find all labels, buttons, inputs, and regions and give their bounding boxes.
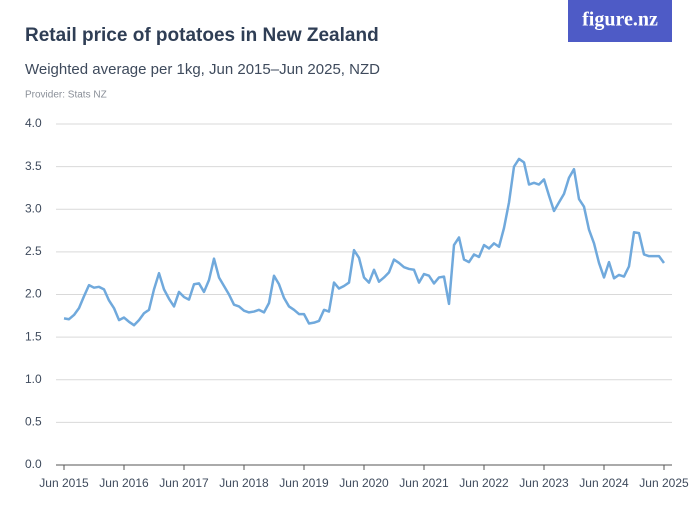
y-tick-label: 1.5 [25, 329, 42, 343]
y-tick-label: 4.0 [25, 116, 42, 130]
x-tick-label: Jun 2015 [39, 476, 89, 490]
x-tick-label: Jun 2018 [219, 476, 269, 490]
logo-box [568, 0, 672, 42]
x-tick-label: Jun 2020 [339, 476, 389, 490]
y-tick-label: 0.0 [25, 457, 42, 471]
line [63, 157, 666, 327]
y-tick-label: 0.5 [25, 415, 42, 429]
provider: Provider: Stats NZ [25, 90, 107, 101]
x-tick-label: Jun 2022 [459, 476, 509, 490]
y-tick-label: 3.0 [25, 201, 42, 215]
y-tick-label: 2.0 [25, 287, 42, 301]
x-tick-label: Jun 2025 [639, 476, 689, 490]
logo: figure.nz [582, 9, 658, 31]
x-tick-label: Jun 2019 [279, 476, 329, 490]
x-tick-label: Jun 2023 [519, 476, 569, 490]
y-tick-label: 1.0 [25, 372, 42, 386]
y-tick-label: 2.5 [25, 244, 42, 258]
chart-title: Retail price of potatoes in New Zealand [25, 25, 379, 46]
x-tick-label: Jun 2017 [159, 476, 209, 490]
x-tick-label: Jun 2024 [579, 476, 629, 490]
x-tick-label: Jun 2021 [399, 476, 449, 490]
chart-subtitle: Weighted average per 1kg, Jun 2015–Jun 2… [25, 61, 380, 78]
x-tick-label: Jun 2016 [99, 476, 149, 490]
y-tick-label: 3.5 [25, 159, 42, 173]
